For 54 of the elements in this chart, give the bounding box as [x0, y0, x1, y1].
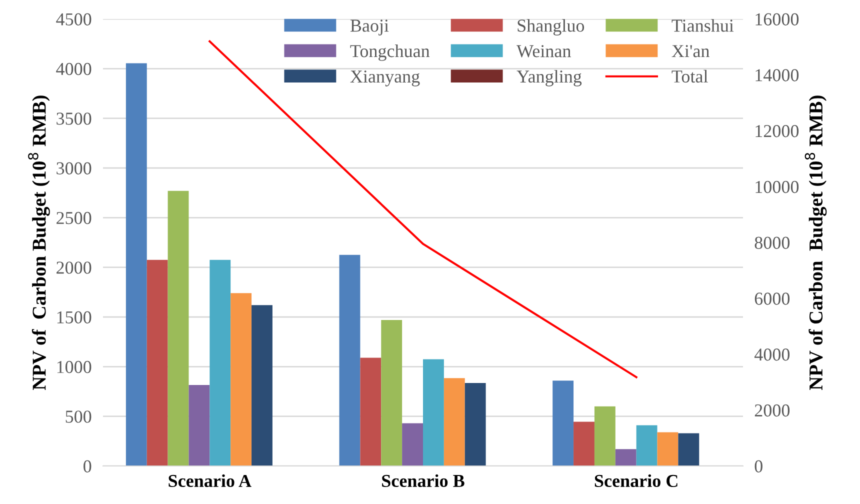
bar: [636, 425, 658, 466]
legend-label: Shangluo: [518, 19, 584, 36]
y-tick-label: 0: [84, 460, 92, 472]
bar: [552, 380, 574, 466]
y2-tick-label: 10000: [756, 180, 799, 194]
legend-label: Yangling: [516, 70, 582, 86]
bar: [210, 260, 231, 466]
legend-label: Total: [672, 70, 708, 83]
bar: [594, 406, 616, 466]
y-tick-label: 4000: [56, 62, 92, 76]
y-tick-label: 4500: [56, 13, 92, 26]
bar: [381, 320, 402, 466]
y2-tick-label: 2000: [754, 404, 790, 417]
bar: [444, 378, 465, 466]
legend-label: Tianshui: [672, 19, 734, 32]
y2-tick-label: 8000: [754, 236, 790, 249]
legend-label: Tongchuan: [350, 44, 430, 61]
y2-tick-label: 14000: [756, 69, 799, 82]
bar: [252, 305, 272, 466]
bar: [146, 260, 168, 466]
x-tick-label: Scenario A: [168, 474, 252, 488]
y-tick-label: 1500: [57, 311, 92, 324]
legend-label: Baoji: [350, 20, 389, 36]
bar: [615, 449, 636, 466]
bar: [423, 359, 444, 466]
bar: [574, 422, 594, 466]
bar: [168, 190, 189, 466]
legend-label: Weinan: [516, 45, 571, 58]
x-tick-label: Scenario C: [594, 474, 678, 488]
bar: [126, 63, 147, 466]
x-tick-label: Scenario B: [382, 474, 464, 488]
bar: [360, 358, 382, 466]
y2-tick-label: 0: [754, 460, 762, 472]
y2-axis-title: NPV of Carbon Budget (10$^{8}$ RMB): [804, 96, 827, 390]
y-tick-label: 3000: [56, 162, 92, 174]
bar: [188, 385, 210, 466]
y2-tick-label: 12000: [756, 125, 799, 138]
y-tick-label: 2000: [56, 262, 92, 274]
y-tick-label: 3500: [56, 112, 92, 125]
legend-label: Xianyang: [350, 70, 420, 86]
bar: [339, 254, 360, 466]
y-axis-title: NPV of Carbon Budget (10$^{8}$ RMB): [28, 96, 50, 390]
bar: [464, 383, 486, 466]
legend-label: Xi'an: [672, 45, 710, 58]
bar: [657, 432, 678, 466]
y-tick-label: 500: [66, 410, 92, 423]
y2-tick-label: 16000: [756, 13, 799, 26]
bar: [402, 423, 423, 466]
y2-tick-label: 6000: [754, 292, 790, 305]
bar: [678, 433, 700, 466]
bar: [230, 293, 252, 466]
y-tick-label: 1000: [57, 360, 92, 374]
y2-tick-label: 4000: [754, 348, 790, 361]
y-tick-label: 2500: [56, 212, 92, 224]
